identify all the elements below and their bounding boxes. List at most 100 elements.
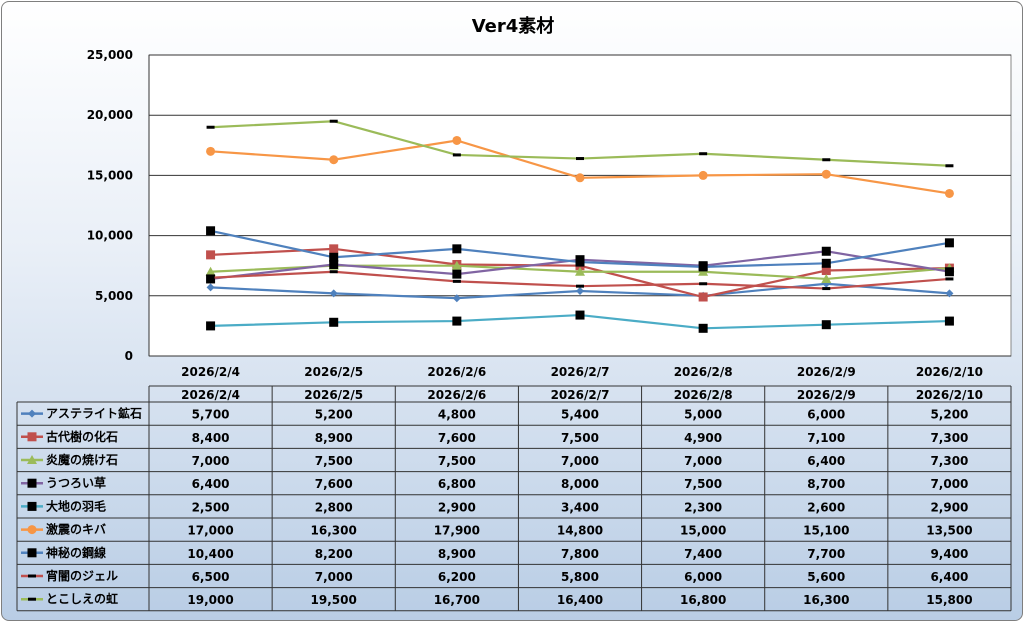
table-cell: 6,000: [684, 570, 722, 584]
data-point: [206, 250, 216, 260]
data-point: [452, 279, 461, 283]
table-cell: 7,000: [561, 454, 599, 468]
table-cell: 17,000: [187, 524, 233, 538]
y-tick-label: 10,000: [87, 229, 133, 243]
table-cell: 7,300: [930, 431, 968, 445]
data-point: [206, 226, 216, 236]
data-point: [452, 269, 462, 279]
table-cell: 6,000: [807, 408, 845, 422]
legend-label: とこしえの虹: [46, 591, 118, 606]
legend-key-marker: [27, 478, 37, 488]
table-cell: 4,900: [684, 431, 722, 445]
data-point: [822, 158, 831, 162]
data-point: [575, 310, 585, 320]
y-tick-label: 25,000: [87, 48, 133, 62]
table-cell: 15,100: [803, 524, 849, 538]
data-point: [329, 270, 338, 274]
table-cell: 4,800: [438, 408, 476, 422]
table-header-cell: 2026/2/5: [304, 388, 363, 402]
table-cell: 5,200: [930, 408, 968, 422]
x-tick-label: 2026/2/9: [797, 365, 856, 379]
legend-label: アステライト鉱石: [46, 406, 142, 421]
table-cell: 7,500: [438, 454, 476, 468]
data-point: [452, 244, 462, 254]
table-cell: 7,100: [807, 431, 845, 445]
data-point: [821, 320, 831, 330]
table-cell: 13,500: [926, 524, 972, 538]
table-cell: 7,500: [561, 431, 599, 445]
legend-label: 宵闇のジェル: [46, 568, 118, 583]
table-cell: 7,000: [684, 454, 722, 468]
table-cell: 7,400: [684, 547, 722, 561]
table-cell: 19,500: [311, 593, 357, 607]
legend-key-marker: [27, 432, 37, 442]
table-cell: 7,300: [930, 454, 968, 468]
legend-key-marker: [28, 574, 36, 578]
data-point: [944, 316, 954, 326]
table-cell: 7,000: [315, 570, 353, 584]
table-cell: 19,000: [187, 593, 233, 607]
table-cell: 9,400: [930, 547, 968, 561]
table-cell: 6,200: [438, 570, 476, 584]
table-header-cell: 2026/2/6: [427, 388, 486, 402]
table-cell: 14,800: [557, 524, 603, 538]
table-cell: 7,700: [807, 547, 845, 561]
legend-label: 激震のキバ: [46, 522, 106, 537]
legend-key-marker: [27, 525, 37, 535]
table-cell: 2,900: [438, 500, 476, 514]
data-point: [329, 119, 338, 123]
data-point: [576, 286, 584, 295]
table-cell: 8,200: [315, 547, 353, 561]
table-cell: 6,800: [438, 477, 476, 491]
data-point: [329, 252, 339, 262]
x-tick-label: 2026/2/10: [916, 365, 983, 379]
legend-label: 炎魔の焼け石: [46, 452, 118, 467]
table-header-cell: 2026/2/8: [674, 388, 733, 402]
table-cell: 7,000: [192, 454, 230, 468]
table-cell: 8,700: [807, 477, 845, 491]
table-cell: 6,400: [807, 454, 845, 468]
data-point: [821, 266, 831, 276]
legend-label: 大地の羽毛: [46, 498, 106, 513]
table-cell: 5,000: [684, 408, 722, 422]
data-point: [945, 289, 954, 298]
data-point: [452, 153, 461, 157]
table-cell: 5,800: [561, 570, 599, 584]
table-cell: 2,300: [684, 500, 722, 514]
data-point: [821, 169, 831, 179]
table-cell: 16,700: [434, 593, 480, 607]
data-point: [329, 289, 338, 298]
data-point: [329, 244, 339, 254]
data-point: [576, 157, 584, 161]
table-cell: 16,300: [311, 524, 357, 538]
x-tick-label: 2026/2/4: [181, 365, 240, 379]
table-cell: 17,900: [434, 524, 480, 538]
data-point: [822, 287, 831, 291]
data-point: [575, 257, 585, 267]
y-tick-label: 20,000: [87, 108, 133, 122]
data-point: [206, 146, 216, 156]
table-cell: 5,200: [315, 408, 353, 422]
table-cell: 10,400: [187, 547, 233, 561]
table-cell: 7,600: [438, 431, 476, 445]
data-point: [945, 164, 954, 168]
table-cell: 2,500: [192, 500, 230, 514]
table-cell: 6,500: [192, 570, 230, 584]
legend-label: 神秘の鋼線: [46, 545, 106, 560]
table-cell: 7,800: [561, 547, 599, 561]
data-point: [206, 276, 215, 280]
table-cell: 15,000: [680, 524, 726, 538]
data-point: [205, 266, 216, 276]
legend-key-marker: [28, 597, 36, 601]
table-cell: 16,800: [680, 593, 726, 607]
table-cell: 7,500: [684, 477, 722, 491]
chart-title: Ver4素材: [472, 15, 555, 37]
table-header-cell: 2026/2/10: [916, 388, 983, 402]
data-point: [206, 125, 215, 129]
table-cell: 8,900: [438, 547, 476, 561]
table-cell: 16,400: [557, 593, 603, 607]
data-point: [944, 238, 954, 248]
data-point: [699, 282, 708, 286]
data-point: [575, 266, 585, 276]
